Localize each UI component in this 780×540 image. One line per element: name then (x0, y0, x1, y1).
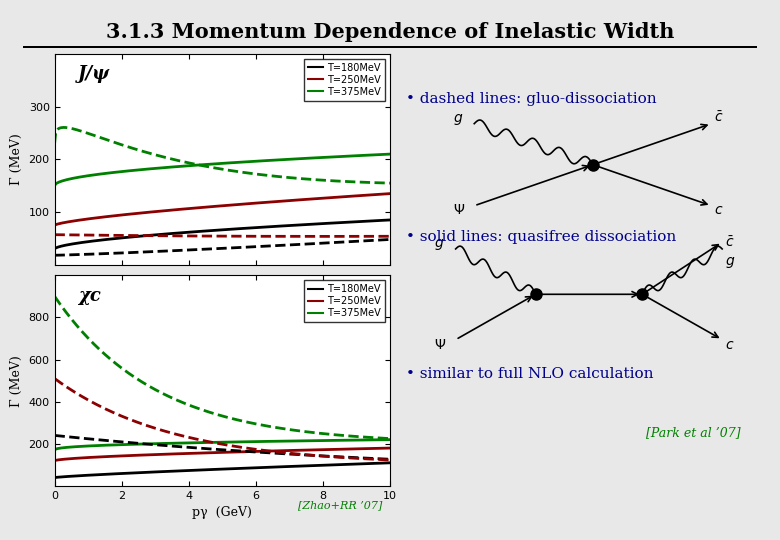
Text: $g$: $g$ (453, 112, 464, 126)
Text: $c$: $c$ (725, 338, 734, 352)
Text: • similar to full NLO calculation: • similar to full NLO calculation (406, 367, 653, 381)
Text: $c$: $c$ (714, 203, 724, 217)
Text: 3.1.3 Momentum Dependence of Inelastic Width: 3.1.3 Momentum Dependence of Inelastic W… (106, 22, 674, 42)
Text: χc: χc (78, 287, 101, 305)
Text: [Zhao+RR ’07]: [Zhao+RR ’07] (298, 500, 382, 510)
Y-axis label: Γ (MeV): Γ (MeV) (10, 133, 23, 185)
Text: • dashed lines: gluo-dissociation: • dashed lines: gluo-dissociation (406, 92, 656, 106)
Legend: T=180MeV, T=250MeV, T=375MeV: T=180MeV, T=250MeV, T=375MeV (304, 59, 385, 100)
Text: $\bar{c}$: $\bar{c}$ (725, 235, 734, 249)
Legend: T=180MeV, T=250MeV, T=375MeV: T=180MeV, T=250MeV, T=375MeV (304, 280, 385, 322)
Text: $g$: $g$ (725, 255, 735, 270)
Text: $\Psi$: $\Psi$ (434, 338, 446, 352)
Text: • solid lines: quasifree dissociation: • solid lines: quasifree dissociation (406, 230, 675, 244)
Text: [Park et al ’07]: [Park et al ’07] (647, 427, 741, 440)
Y-axis label: Γ (MeV): Γ (MeV) (10, 355, 23, 407)
Text: $g$: $g$ (434, 237, 445, 252)
Text: $\Psi$: $\Psi$ (453, 203, 466, 217)
Text: $\bar{c}$: $\bar{c}$ (714, 110, 724, 125)
X-axis label: pγ  (GeV): pγ (GeV) (193, 507, 252, 519)
Text: J/ψ: J/ψ (78, 65, 110, 83)
